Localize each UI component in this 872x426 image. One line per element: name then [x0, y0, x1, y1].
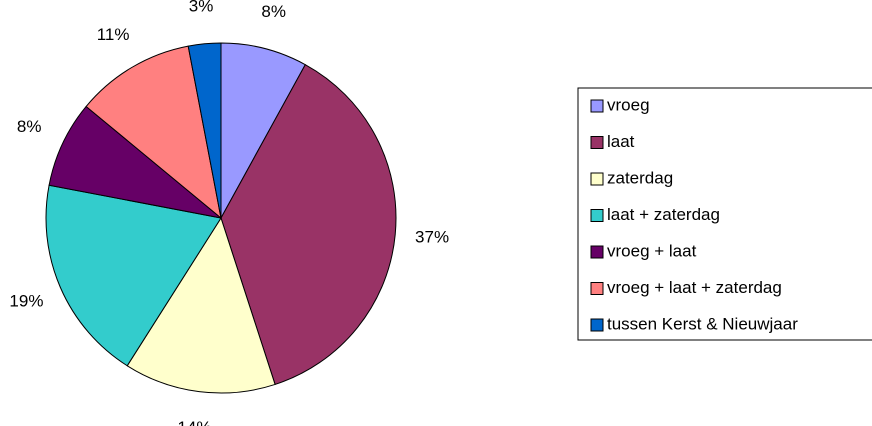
legend-swatch: [590, 136, 604, 149]
data-label: 19%: [9, 292, 43, 311]
data-label: 8%: [261, 2, 286, 21]
legend-label: zaterdag: [607, 168, 673, 187]
legend-label: vroeg + laat + zaterdag: [607, 278, 782, 297]
data-label: 8%: [17, 117, 42, 136]
data-label: 3%: [189, 0, 214, 15]
pie-slice: [220, 63, 397, 386]
legend-label: laat: [607, 132, 635, 151]
pie-slice: [85, 45, 222, 220]
legend-swatch: [590, 318, 604, 332]
legend-swatch: [590, 172, 604, 186]
legend-swatch: [590, 99, 604, 113]
legend-label: tussen Kerst & Nieuwjaar: [607, 314, 798, 333]
data-label: 11%: [97, 25, 130, 44]
legend-label: laat + zaterdag: [607, 205, 720, 224]
pie-slice: [126, 216, 276, 394]
pie-slice: [45, 184, 222, 367]
legend-label: vroeg + laat: [607, 241, 697, 260]
data-label: 14%: [177, 418, 211, 426]
legend-box: [577, 87, 872, 341]
legend-swatch: [590, 282, 604, 295]
legend-swatch: [590, 245, 604, 259]
data-label: 37%: [415, 227, 449, 246]
pie-slice: [187, 42, 222, 219]
legend-swatch: [590, 209, 604, 222]
legend-label: vroeg: [607, 95, 650, 114]
